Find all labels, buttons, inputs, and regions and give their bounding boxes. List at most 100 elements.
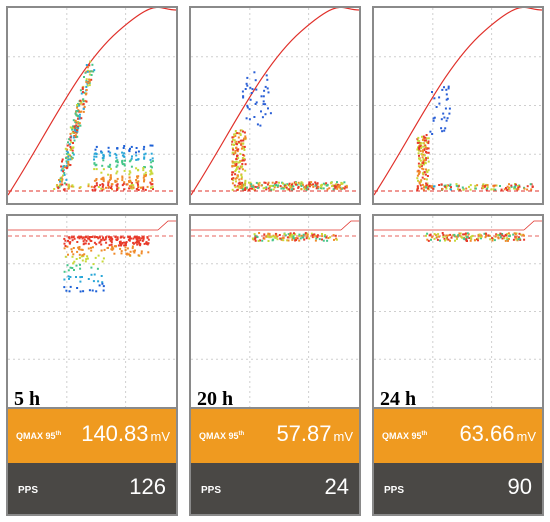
data-point (231, 171, 234, 174)
data-point (244, 88, 247, 90)
data-point (151, 157, 154, 160)
data-point (257, 239, 260, 242)
data-point (67, 239, 69, 242)
data-point (490, 188, 493, 191)
data-point (427, 185, 430, 188)
data-point (64, 239, 67, 242)
data-point (93, 162, 96, 165)
data-point (304, 232, 307, 235)
data-point (327, 237, 330, 239)
data-point (109, 239, 112, 242)
data-point (135, 151, 137, 154)
data-point (67, 185, 70, 188)
data-point (417, 165, 420, 168)
data-point (416, 139, 419, 142)
data-point (246, 84, 249, 87)
data-point (249, 181, 252, 184)
data-point (282, 236, 285, 239)
data-point (501, 233, 504, 235)
data-point (500, 188, 503, 191)
phase-curve-tail (157, 220, 176, 231)
data-point (82, 110, 85, 113)
data-point (240, 129, 243, 132)
data-point (275, 184, 277, 186)
data-point (124, 244, 127, 247)
data-point (90, 249, 93, 252)
data-point (531, 185, 534, 188)
data-point (446, 97, 449, 100)
data-point (454, 239, 456, 242)
data-point (89, 236, 92, 238)
data-point (71, 131, 74, 134)
data-point (443, 86, 445, 89)
data-point (66, 164, 69, 167)
data-point (445, 88, 448, 91)
data-point (74, 121, 77, 124)
data-point (79, 110, 82, 113)
data-point (110, 236, 113, 239)
data-point (504, 239, 507, 242)
data-point (505, 187, 507, 189)
data-point (234, 132, 237, 135)
data-point (506, 237, 509, 240)
data-point (102, 257, 105, 260)
data-point (297, 186, 300, 188)
data-point (417, 136, 420, 139)
data-point (97, 237, 100, 240)
data-point (507, 232, 510, 235)
data-point (266, 234, 269, 237)
data-point (416, 185, 419, 188)
data-point (121, 161, 124, 164)
data-point (433, 237, 436, 240)
data-point (94, 188, 97, 191)
data-point (95, 179, 98, 182)
data-point (484, 184, 487, 187)
data-point (88, 80, 91, 83)
data-point (76, 125, 79, 128)
data-point (422, 168, 425, 171)
data-point (82, 98, 85, 101)
grid (8, 8, 176, 203)
data-point (232, 179, 235, 182)
data-point (473, 239, 476, 242)
data-point (240, 143, 243, 146)
data-point (61, 183, 64, 186)
data-point (442, 236, 445, 239)
data-point (109, 177, 112, 180)
data-point (93, 155, 96, 158)
data-point (425, 234, 427, 237)
data-point (427, 137, 430, 140)
data-point (427, 160, 430, 163)
data-point (492, 185, 495, 188)
data-point (292, 236, 295, 239)
data-point (257, 182, 260, 185)
bottom-scatter-plot: 24 h (372, 214, 544, 409)
data-point (297, 181, 300, 184)
data-point (440, 127, 443, 130)
data-point (78, 256, 81, 259)
data-point (85, 92, 88, 95)
data-point (430, 185, 433, 188)
data-point (85, 78, 88, 81)
data-point (470, 235, 473, 238)
data-point (129, 171, 132, 174)
data-point (73, 125, 76, 128)
data-point (238, 161, 241, 163)
data-point (286, 236, 289, 239)
data-point (514, 236, 517, 239)
data-point (88, 84, 91, 87)
data-point (115, 156, 118, 159)
data-point (232, 148, 235, 151)
data-point (239, 152, 242, 155)
data-point (444, 184, 447, 187)
data-point (245, 82, 248, 85)
data-point (313, 233, 316, 236)
data-point (143, 180, 145, 183)
data-point (485, 183, 488, 186)
data-point (235, 164, 238, 167)
data-point (72, 253, 75, 256)
data-point (241, 90, 244, 93)
data-point (298, 235, 301, 237)
data-point (516, 239, 519, 242)
data-point (314, 183, 317, 186)
